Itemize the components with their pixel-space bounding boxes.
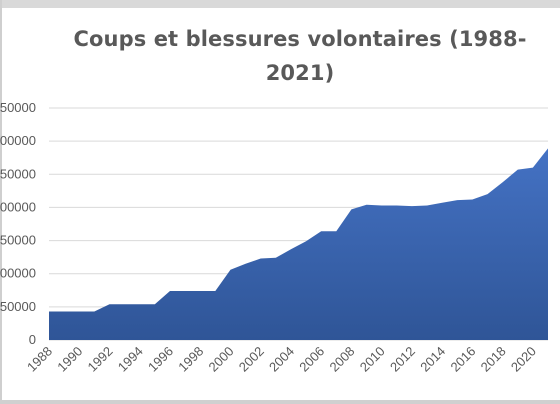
chart-title-line-1: Coups et blessures volontaires (1988- bbox=[73, 27, 527, 51]
chart-title-line-2: 2021) bbox=[265, 61, 335, 85]
x-tick-label: 1988 bbox=[24, 344, 55, 375]
x-tick-label: 2010 bbox=[357, 344, 388, 375]
chart-title: Coups et blessures volontaires (1988- 20… bbox=[40, 22, 560, 90]
x-tick-label: 2006 bbox=[296, 344, 327, 375]
x-tick-label: 1996 bbox=[145, 344, 176, 375]
x-tick-label: 2000 bbox=[206, 344, 237, 375]
y-tick-label: 100000 bbox=[0, 266, 36, 281]
y-tick-label: 50000 bbox=[0, 299, 36, 314]
y-axis-tick-labels: 0 50000 100000 150000 200000 250000 300000 3500… bbox=[0, 100, 36, 347]
x-tick-label: 1992 bbox=[85, 344, 116, 375]
window-bottom-border bbox=[0, 400, 560, 404]
x-tick-label: 2004 bbox=[266, 344, 297, 375]
y-tick-label: 300000 bbox=[0, 133, 36, 148]
x-tick-label: 2002 bbox=[236, 344, 267, 375]
x-tick-label: 2018 bbox=[478, 344, 509, 375]
x-axis-tick-labels: 1988 1990 1992 1994 1996 1998 2000 2002 2004 2006… bbox=[24, 344, 539, 375]
y-tick-label: 250000 bbox=[0, 166, 36, 181]
x-tick-label: 1990 bbox=[54, 344, 85, 375]
window-left-border bbox=[0, 0, 2, 404]
y-tick-label: 350000 bbox=[0, 100, 36, 115]
x-tick-label: 2020 bbox=[508, 344, 539, 375]
x-tick-label: 2012 bbox=[387, 344, 418, 375]
x-tick-label: 1998 bbox=[175, 344, 206, 375]
area-series bbox=[49, 148, 548, 340]
x-tick-label: 1994 bbox=[115, 344, 146, 375]
window-top-border bbox=[0, 0, 560, 8]
x-tick-label: 2014 bbox=[417, 344, 448, 375]
x-tick-label: 2016 bbox=[447, 344, 478, 375]
x-tick-label: 2008 bbox=[326, 344, 357, 375]
y-tick-label: 0 bbox=[29, 332, 36, 347]
series-area bbox=[49, 148, 548, 340]
y-tick-label: 150000 bbox=[0, 233, 36, 248]
y-tick-label: 200000 bbox=[0, 199, 36, 214]
